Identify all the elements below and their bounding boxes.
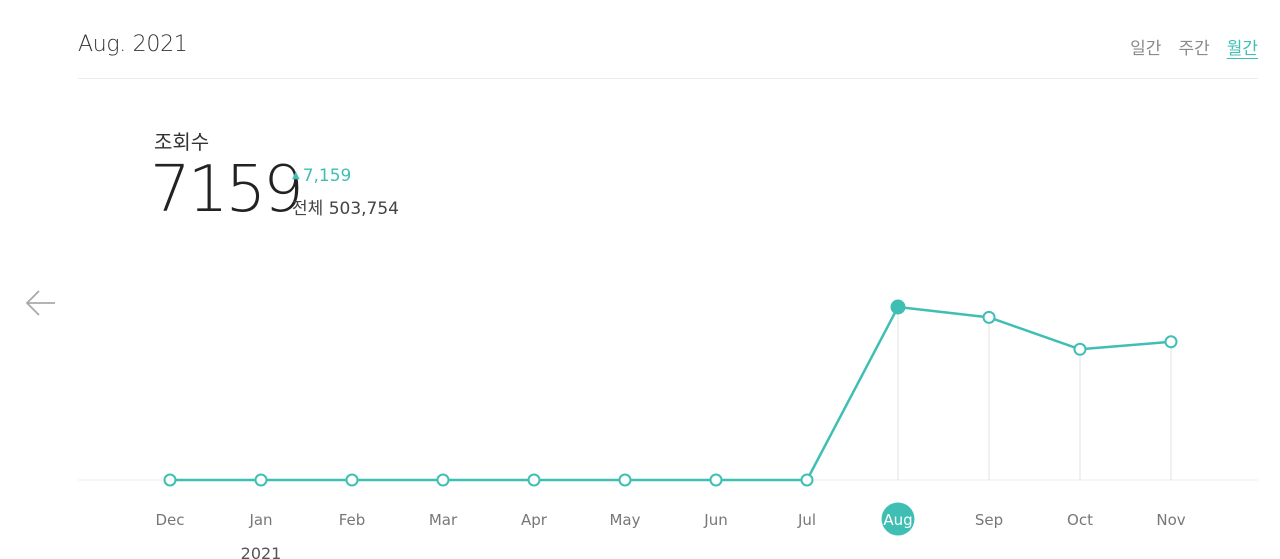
metric-total: 전체 503,754: [292, 194, 399, 219]
x-tick-label: Jul: [797, 511, 816, 529]
data-point: [890, 299, 906, 315]
selected-month-highlight: [881, 502, 915, 536]
metric-value: 7159: [150, 153, 304, 227]
data-point: [527, 473, 541, 487]
data-point: [163, 473, 177, 487]
x-tick-label: Sep: [975, 511, 1003, 529]
x-tick-label: Aug: [883, 511, 912, 529]
metric-total-value: 503,754: [328, 199, 399, 219]
period-title: Aug. 2021: [78, 32, 188, 57]
x-year-label: 2021: [241, 544, 282, 559]
metric-change-value: 7,159: [302, 166, 352, 186]
data-point: [436, 473, 450, 487]
tab-daily[interactable]: 일간: [1130, 39, 1162, 59]
metric-change: ▲ 7,159: [292, 166, 351, 186]
data-point: [254, 473, 268, 487]
x-tick-label: May: [609, 511, 640, 529]
x-tick-label: Jan: [248, 511, 272, 529]
arrow-left-icon[interactable]: [24, 287, 58, 319]
header: Aug. 2021 일간 주간 월간: [78, 28, 1258, 79]
x-tick-label: Jun: [703, 511, 727, 529]
data-point: [800, 473, 814, 487]
data-point: [618, 473, 632, 487]
series-line: [170, 305, 1172, 482]
data-point: [1164, 335, 1178, 349]
metric-total-label: 전체: [292, 199, 324, 219]
triangle-up-icon: ▲: [292, 170, 300, 181]
tab-monthly[interactable]: 월간: [1226, 39, 1258, 59]
metric-label: 조회수: [154, 130, 210, 154]
data-point: [982, 310, 996, 324]
period-tabs: 일간 주간 월간: [1130, 34, 1258, 59]
data-point: [345, 473, 359, 487]
x-tick-label: Nov: [1156, 511, 1185, 529]
x-tick-label: Dec: [155, 511, 184, 529]
tab-weekly[interactable]: 주간: [1178, 39, 1210, 59]
x-tick-label: Feb: [339, 511, 366, 529]
x-tick-label: Oct: [1067, 511, 1093, 529]
x-tick-label: Mar: [429, 511, 458, 529]
data-point: [1073, 342, 1087, 356]
x-tick-label: Apr: [521, 511, 548, 529]
data-point: [709, 473, 723, 487]
